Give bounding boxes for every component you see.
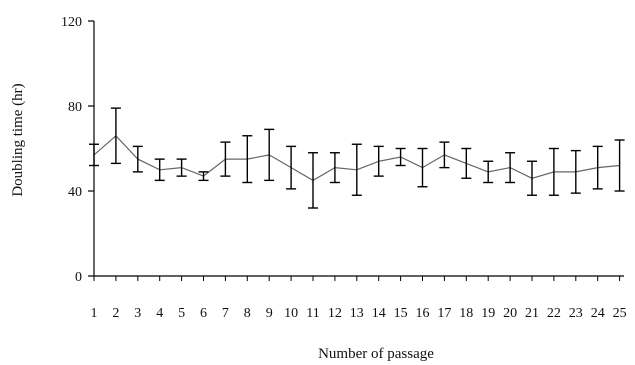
x-tick-label: 5 bbox=[178, 306, 185, 321]
x-tick-label: 17 bbox=[437, 306, 451, 321]
x-tick-label: 3 bbox=[134, 306, 141, 321]
x-tick-label: 8 bbox=[244, 306, 251, 321]
x-tick-label: 24 bbox=[591, 306, 605, 321]
x-tick-label: 22 bbox=[547, 306, 561, 321]
x-tick-label: 4 bbox=[156, 306, 163, 321]
x-tick-label: 23 bbox=[569, 306, 583, 321]
x-tick-label: 21 bbox=[525, 306, 539, 321]
x-tick-label: 19 bbox=[481, 306, 495, 321]
x-tick-label: 11 bbox=[306, 306, 319, 321]
y-tick-label: 40 bbox=[68, 185, 82, 200]
x-axis: 1 2 3 4 5 6 7 8 9 10 11 12 13 14 15 16 17 18 19 20 21 22 23 24 2… bbox=[91, 275, 627, 321]
y-tick-label: 0 bbox=[75, 270, 82, 285]
y-tick-label: 120 bbox=[61, 15, 82, 30]
x-tick-label: 25 bbox=[613, 306, 627, 321]
x-tick-label: 2 bbox=[112, 306, 119, 321]
x-tick-label: 10 bbox=[284, 306, 298, 321]
x-tick-label: 20 bbox=[503, 306, 517, 321]
x-tick-label: 1 bbox=[91, 306, 98, 321]
x-tick-label: 7 bbox=[222, 306, 229, 321]
x-tick-label: 12 bbox=[328, 306, 342, 321]
x-tick-label: 14 bbox=[372, 306, 386, 321]
y-axis: 0 40 80 120 bbox=[61, 15, 95, 285]
x-tick-label: 13 bbox=[350, 306, 364, 321]
y-tick-label: 80 bbox=[68, 100, 82, 115]
x-tick-label: 6 bbox=[200, 306, 207, 321]
y-axis-title: Doubling time (hr) bbox=[10, 83, 26, 196]
x-tick-label: 16 bbox=[416, 306, 430, 321]
series-layer bbox=[89, 107, 625, 209]
x-tick-label: 15 bbox=[394, 306, 408, 321]
x-tick-label: 9 bbox=[266, 306, 273, 321]
x-tick-label: 18 bbox=[459, 306, 473, 321]
x-axis-title: Number of passage bbox=[318, 346, 434, 362]
